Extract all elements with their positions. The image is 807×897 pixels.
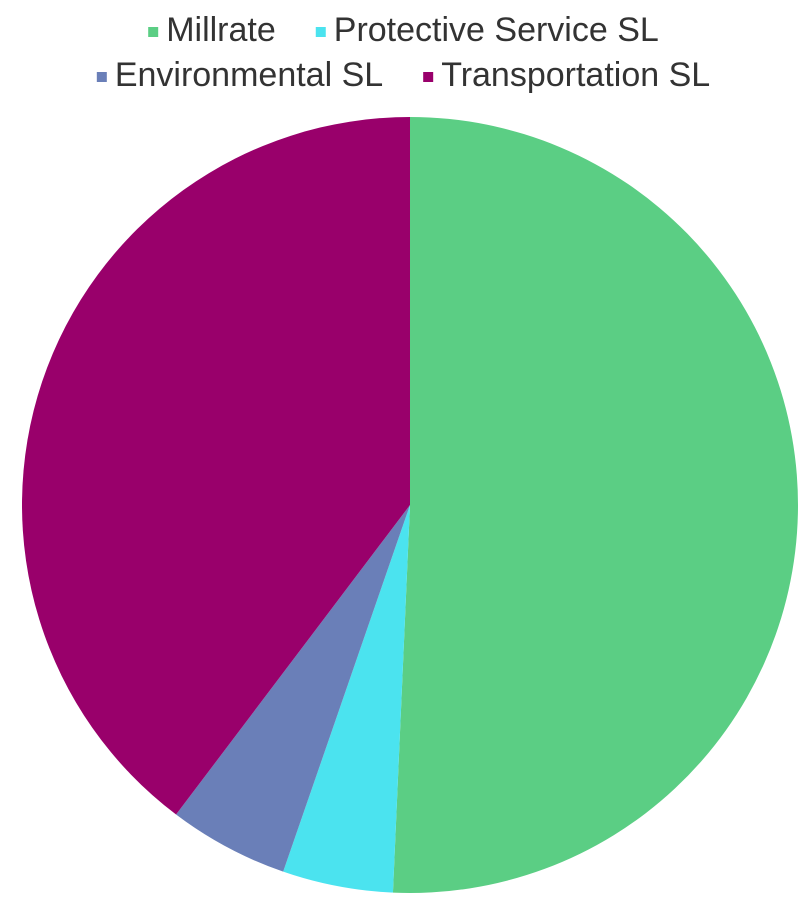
pie-slice <box>176 505 410 872</box>
pie-slice <box>392 117 798 893</box>
legend-label: Transportation SL <box>441 56 710 94</box>
legend-row: Millrate Protective Service SL <box>148 11 659 49</box>
legend-marker <box>148 27 159 37</box>
legend-label: Protective Service SL <box>334 11 659 49</box>
legend-row: Environmental SL Transportation SL <box>96 56 710 94</box>
pie-slice <box>22 117 411 815</box>
pie-slice <box>283 505 410 893</box>
legend-label: Environmental SL <box>115 56 383 94</box>
legend-marker <box>96 72 107 82</box>
legend-marker <box>315 27 326 37</box>
legend-marker <box>423 72 434 82</box>
legend-label: Millrate <box>166 11 276 49</box>
